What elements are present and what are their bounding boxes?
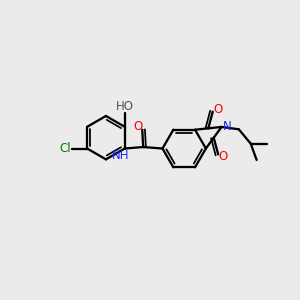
Text: NH: NH xyxy=(112,148,129,162)
Text: O: O xyxy=(213,103,222,116)
Text: O: O xyxy=(218,150,228,163)
Text: Cl: Cl xyxy=(59,142,71,155)
Text: HO: HO xyxy=(116,100,134,113)
Text: O: O xyxy=(133,120,142,133)
Text: N: N xyxy=(223,120,231,134)
